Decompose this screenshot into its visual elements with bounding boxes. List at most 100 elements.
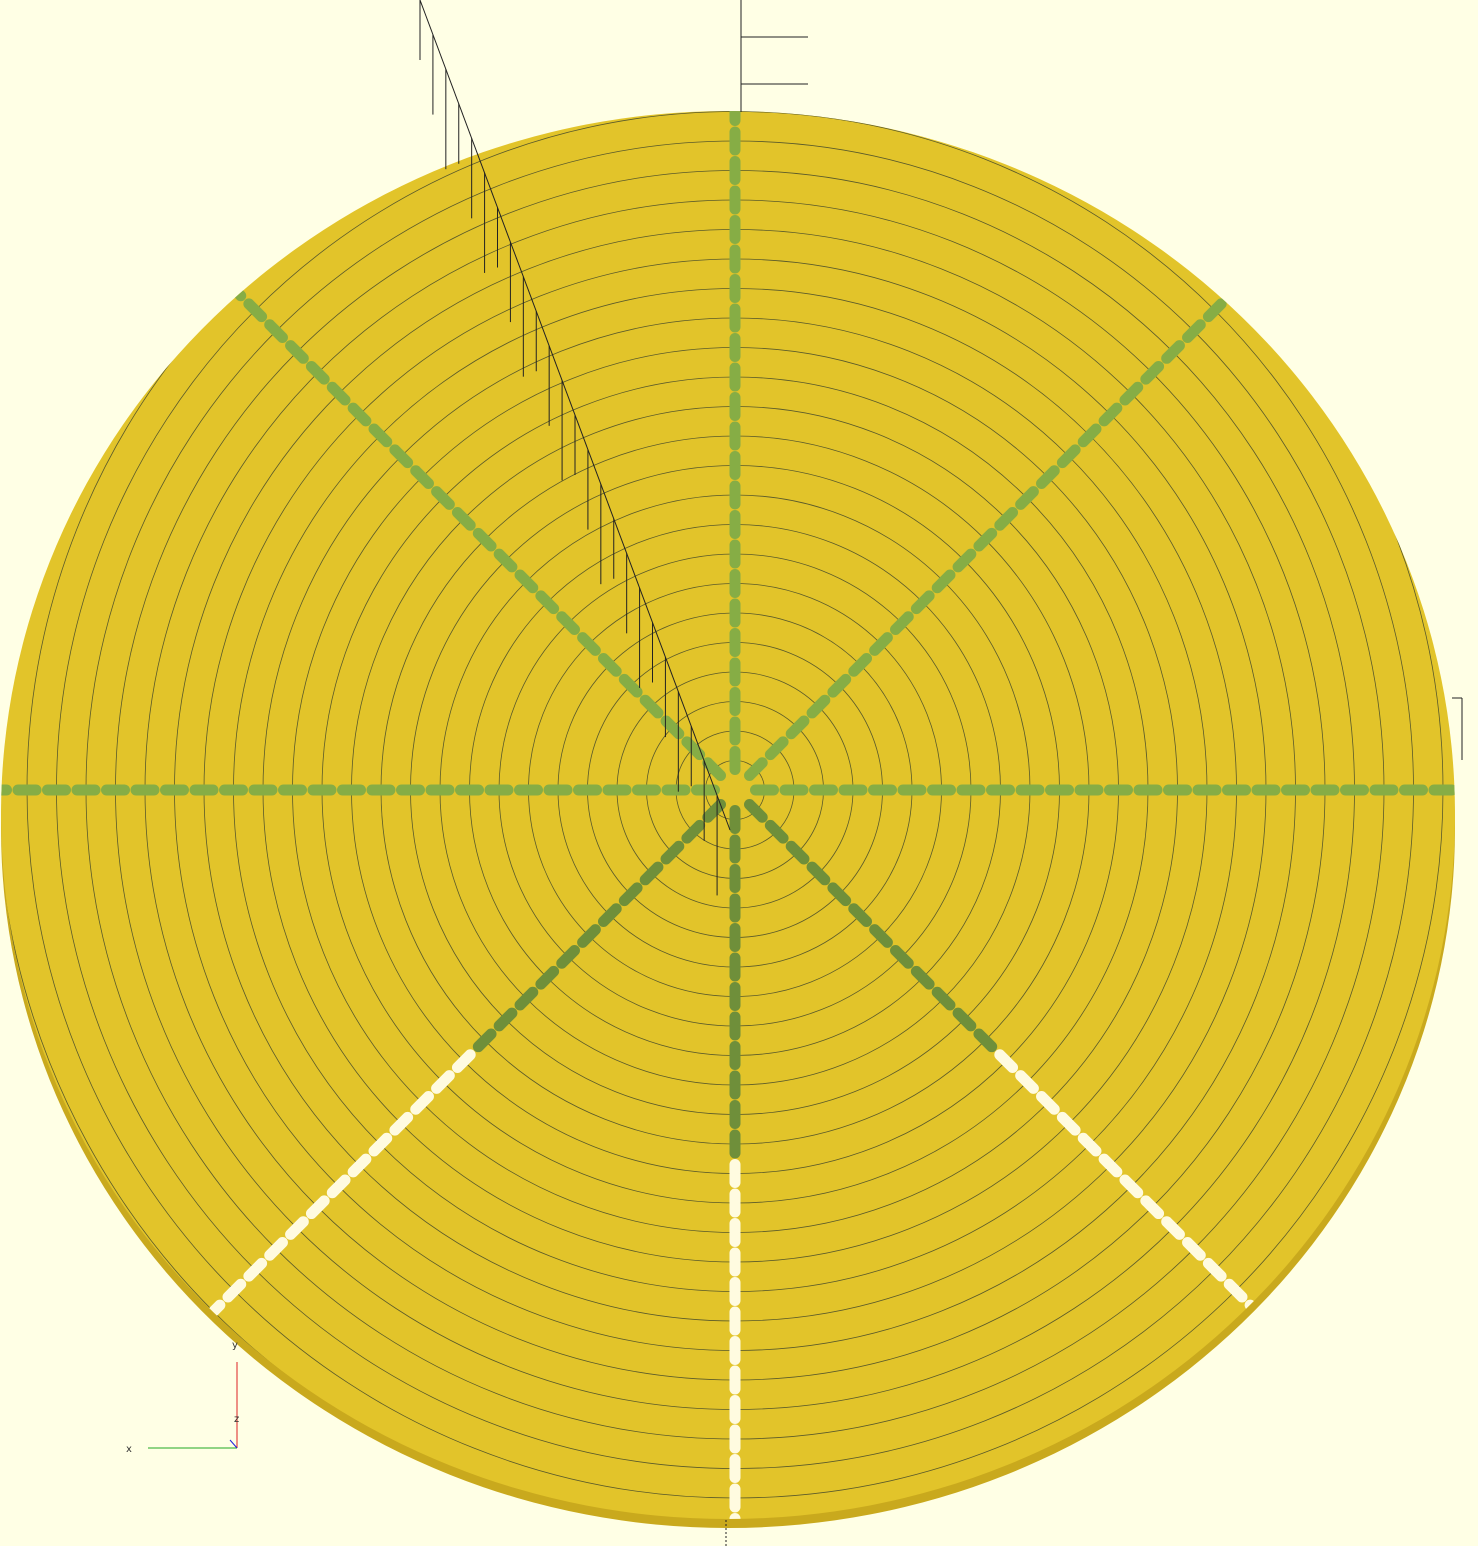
slot — [1119, 381, 1144, 406]
slot — [1098, 1153, 1123, 1178]
slot — [347, 1153, 372, 1178]
slot — [1077, 423, 1102, 448]
slot — [597, 903, 622, 928]
slot — [910, 965, 935, 990]
slot — [451, 506, 476, 531]
slot — [1140, 1195, 1165, 1220]
slot — [1202, 1257, 1227, 1282]
slot — [973, 527, 998, 552]
slot — [1036, 1091, 1060, 1115]
slot — [1015, 486, 1039, 510]
slot — [305, 360, 330, 385]
slot — [347, 402, 372, 427]
slot — [785, 715, 810, 740]
slot — [472, 1028, 497, 1053]
slot — [222, 277, 247, 302]
slot — [285, 1216, 309, 1240]
slot — [618, 882, 643, 907]
slot — [535, 590, 560, 615]
slot — [410, 465, 434, 489]
slot — [848, 903, 873, 928]
slot — [305, 1195, 330, 1220]
slot — [493, 548, 518, 573]
slot — [1056, 444, 1081, 469]
slot — [973, 1028, 998, 1053]
slot — [702, 798, 727, 823]
slot — [264, 319, 288, 343]
slot — [1077, 1132, 1102, 1157]
slot — [743, 798, 768, 823]
slot — [1182, 319, 1206, 343]
slot — [827, 673, 852, 698]
slot — [1161, 1216, 1185, 1240]
slot — [556, 611, 580, 635]
slot — [1098, 402, 1123, 427]
slot — [764, 819, 789, 844]
slot — [243, 1257, 268, 1282]
slots — [1, 111, 1455, 1519]
axis-label-x: x — [126, 1444, 132, 1455]
slot — [931, 986, 956, 1011]
slot — [890, 945, 914, 969]
slot — [890, 611, 914, 635]
slot — [389, 444, 414, 469]
slot — [827, 882, 852, 907]
slot — [535, 965, 560, 990]
slot — [451, 1049, 476, 1074]
slot — [910, 590, 935, 615]
slot — [493, 1007, 518, 1032]
slot — [1202, 298, 1227, 323]
slot — [1056, 1111, 1081, 1136]
axis-indicator: x y z — [126, 1340, 239, 1455]
slot — [681, 819, 706, 844]
slot — [1244, 256, 1269, 281]
axis-label-z: z — [234, 1414, 239, 1425]
slot — [201, 256, 226, 281]
slot — [639, 694, 664, 719]
slot — [618, 673, 643, 698]
wireframe — [419, 0, 1463, 1546]
slot — [368, 423, 393, 448]
slot — [514, 986, 539, 1011]
slot — [431, 486, 455, 510]
slot — [1015, 1070, 1039, 1094]
axis-label-y: y — [232, 1340, 238, 1351]
slot — [1161, 340, 1185, 364]
slot — [806, 861, 831, 886]
slot — [514, 569, 539, 594]
slot — [556, 945, 580, 969]
slot — [785, 840, 810, 865]
slot — [1036, 465, 1060, 489]
slot — [702, 757, 727, 782]
slot — [1223, 277, 1248, 302]
slot — [410, 1091, 434, 1115]
slot — [681, 736, 706, 761]
slot — [368, 1132, 393, 1157]
slot — [222, 1278, 247, 1303]
slot — [931, 569, 956, 594]
slot — [431, 1070, 455, 1094]
slot — [660, 715, 685, 740]
slot — [639, 861, 664, 886]
slot — [660, 840, 685, 865]
slot — [326, 1174, 351, 1199]
axis-y — [229, 1439, 238, 1449]
slot — [1140, 360, 1165, 385]
slot — [597, 652, 622, 677]
slot — [264, 1237, 288, 1261]
slot — [285, 340, 309, 364]
slot — [994, 1049, 1019, 1074]
slot — [952, 548, 977, 573]
slot — [1223, 1278, 1248, 1303]
slot — [1182, 1237, 1206, 1261]
slot — [952, 1007, 977, 1032]
slot — [869, 924, 893, 948]
slot — [869, 632, 893, 656]
slot — [1119, 1174, 1144, 1199]
slot — [994, 506, 1019, 531]
slot — [577, 924, 601, 948]
slot — [577, 632, 601, 656]
slot — [389, 1111, 414, 1136]
